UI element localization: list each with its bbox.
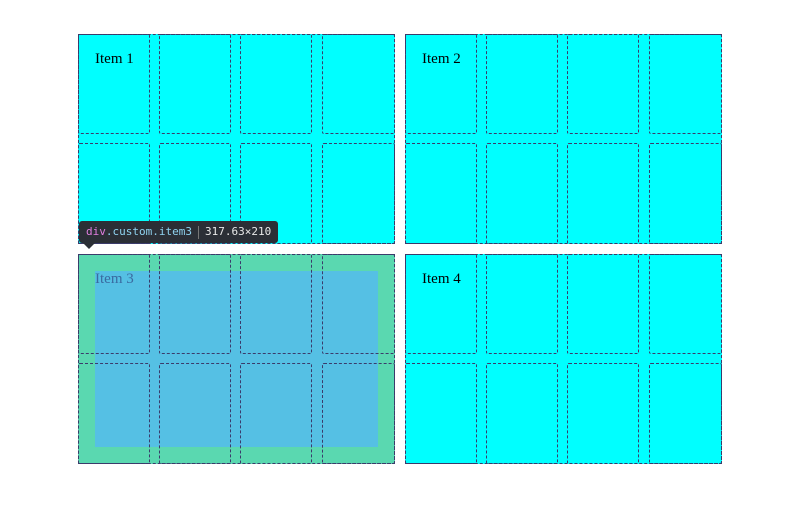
grid-item-4[interactable]: Item 4 [405,254,722,464]
grid-cell-outline [567,363,639,464]
tooltip-tag: div [86,225,106,238]
grid-cell-outline [159,34,231,134]
grid-cell-outline [486,363,558,464]
grid-item-2[interactable]: Item 2 [405,34,722,244]
grid-cell-outline [322,254,395,354]
grid-item-3[interactable]: Item 3 [78,254,395,464]
item-label: Item 3 [95,271,134,287]
grid-cell-outline [322,143,395,244]
grid-cell-outline [486,34,558,134]
grid-cell-outline [78,363,150,464]
grid-cell-outline [159,363,231,464]
content-overlay [95,271,378,447]
grid-cell-outline [567,254,639,354]
tooltip-divider [197,225,199,239]
grid-cell-outline [78,34,150,134]
grid-cell-outline [486,143,558,244]
grid-cell-outline [240,254,312,354]
inspector-tooltip: div.custom.item3 317.63×210 [79,221,279,249]
grid-cell-outline [405,143,477,244]
item-label: Item 2 [422,51,461,67]
grid-cell-outline [322,34,395,134]
grid-cell-outline [78,254,150,354]
grid-cell-outline [649,363,722,464]
grid-cell-outline [649,34,722,134]
grid-cell-outline [240,34,312,134]
grid-item-1[interactable]: Item 1 [78,34,395,244]
grid-cell-outline [240,363,312,464]
grid-cell-outline [486,254,558,354]
item-label: Item 1 [95,51,134,67]
tooltip-dimensions: 317.63×210 [204,225,272,238]
item-label: Item 4 [422,271,461,287]
grid-cell-outline [405,254,477,354]
grid-cell-outline [322,363,395,464]
grid-cell-outline [405,363,477,464]
tooltip-classes: .custom.item3 [105,225,192,238]
grid-cell-outline [567,34,639,134]
grid-cell-outline [405,34,477,134]
grid-cell-outline [567,143,639,244]
grid-cell-outline [159,254,231,354]
grid-cell-outline [649,254,722,354]
grid-cell-outline [649,143,722,244]
